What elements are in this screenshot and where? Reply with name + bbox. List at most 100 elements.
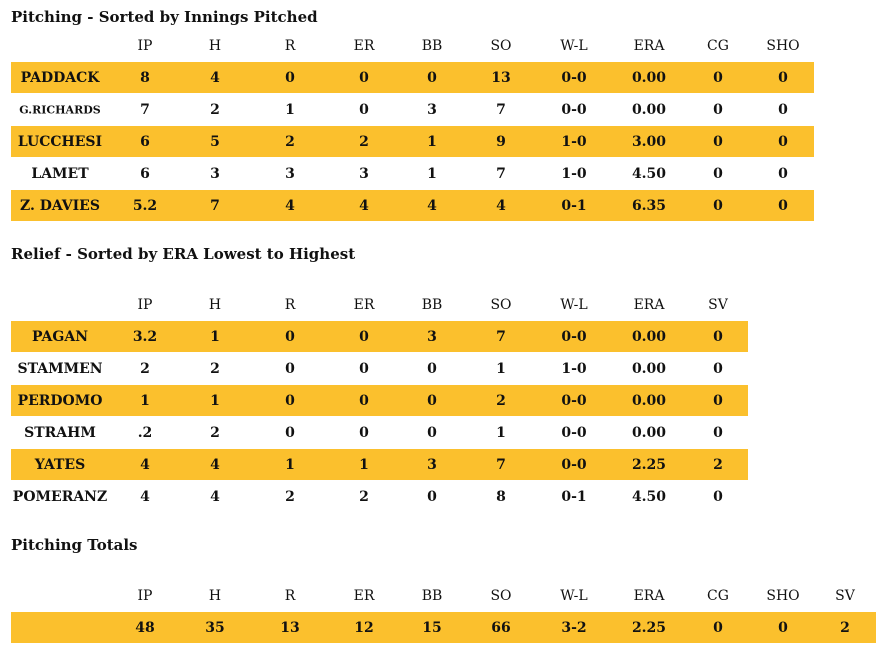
stat-so: 1: [496, 424, 506, 441]
column-header-er: ER: [353, 38, 375, 54]
stat-era: 0.00: [631, 69, 667, 86]
stat-wl: 1-0: [561, 165, 587, 182]
stat-r: 2: [285, 133, 295, 150]
starters-header-row: IP H R ER BB SO W-L ERA CG SHO: [0, 38, 887, 58]
stat-wl: 3-2: [561, 619, 587, 636]
stat-ip: 48: [135, 619, 155, 636]
stat-cg: 0: [713, 197, 723, 214]
column-header-so: SO: [490, 297, 512, 313]
column-header-bb: BB: [421, 38, 443, 54]
stat-r: 1: [285, 456, 295, 473]
stat-sv: 2: [840, 619, 850, 636]
stat-sho: 0: [778, 133, 788, 150]
stat-sho: 0: [778, 197, 788, 214]
stat-h: 7: [210, 197, 220, 214]
stat-era: 0.00: [631, 424, 667, 441]
column-header-er: ER: [353, 297, 375, 313]
stat-ip: 5.2: [132, 197, 158, 214]
stat-er: 0: [359, 328, 369, 345]
column-header-sho: SHO: [766, 588, 800, 604]
stat-era: 0.00: [631, 101, 667, 118]
stat-so: 7: [496, 456, 506, 473]
pitcher-name: PERDOMO: [17, 392, 103, 409]
pitcher-name: PADDACK: [20, 69, 100, 86]
stat-er: 1: [359, 456, 369, 473]
stat-sv: 0: [713, 360, 723, 377]
stat-era: 0.00: [631, 392, 667, 409]
stat-ip: 6: [140, 165, 150, 182]
stat-er: 0: [359, 69, 369, 86]
column-header-era: ERA: [633, 588, 665, 604]
stat-bb: 0: [427, 424, 437, 441]
stat-ip: 2: [140, 360, 150, 377]
stat-r: 1: [285, 101, 295, 118]
stat-r: 0: [285, 392, 295, 409]
stat-wl: 0-1: [561, 488, 587, 505]
column-header-r: R: [284, 297, 296, 313]
stat-ip: 4: [140, 488, 150, 505]
stat-er: 12: [354, 619, 374, 636]
stat-sv: 0: [713, 328, 723, 345]
stat-row: 48 35 13 12 15 66 3-2 2.25 0 0 2: [11, 612, 876, 643]
stat-row: STRAHM .2 2 0 0 0 1 0-0 0.00 0: [11, 417, 748, 448]
stat-r: 0: [285, 328, 295, 345]
stat-er: 2: [359, 133, 369, 150]
stat-so: 7: [496, 101, 506, 118]
stat-cg: 0: [713, 69, 723, 86]
stat-sho: 0: [778, 165, 788, 182]
stat-bb: 0: [427, 488, 437, 505]
column-header-ip: IP: [137, 588, 153, 604]
stat-r: 2: [285, 488, 295, 505]
stat-bb: 3: [427, 456, 437, 473]
stat-row: POMERANZ 4 4 2 2 0 8 0-1 4.50 0: [11, 481, 748, 512]
stat-r: 0: [285, 69, 295, 86]
stat-cg: 0: [713, 619, 723, 636]
stat-sho: 0: [778, 101, 788, 118]
pitcher-name: POMERANZ: [12, 488, 108, 505]
column-header-cg: CG: [707, 588, 729, 604]
stat-ip: 6: [140, 133, 150, 150]
column-header-wl: W-L: [560, 38, 588, 54]
stat-sho: 0: [778, 619, 788, 636]
stat-h: 35: [205, 619, 225, 636]
stat-era: 4.50: [631, 165, 667, 182]
stat-h: 4: [210, 456, 220, 473]
stat-h: 2: [210, 360, 220, 377]
stat-wl: 0-0: [561, 69, 587, 86]
pitcher-name: G.RICHARDS: [19, 103, 101, 116]
stat-so: 7: [496, 328, 506, 345]
stat-sv: 0: [713, 488, 723, 505]
pitcher-name: Z. DAVIES: [20, 197, 100, 214]
column-header-ip: IP: [137, 38, 153, 54]
stat-bb: 15: [422, 619, 442, 636]
stat-r: 0: [285, 424, 295, 441]
pitcher-name: LAMET: [31, 165, 89, 182]
stat-era: 0.00: [631, 360, 667, 377]
stat-cg: 0: [713, 101, 723, 118]
stat-h: 3: [210, 165, 220, 182]
column-header-wl: W-L: [560, 588, 588, 604]
stat-wl: 1-0: [561, 133, 587, 150]
column-header-h: H: [208, 297, 222, 313]
relief-header-row: IP H R ER BB SO W-L ERA SV: [0, 297, 887, 317]
stat-h: 5: [210, 133, 220, 150]
column-header-r: R: [284, 38, 296, 54]
column-header-sv: SV: [835, 588, 855, 604]
stat-ip: 1: [140, 392, 150, 409]
stat-h: 2: [210, 424, 220, 441]
stat-era: 2.25: [631, 619, 667, 636]
pitcher-name: STAMMEN: [17, 360, 103, 377]
stat-er: 0: [359, 360, 369, 377]
stat-h: 1: [210, 392, 220, 409]
stat-row: YATES 4 4 1 1 3 7 0-0 2.25 2: [11, 449, 748, 480]
stat-wl: 0-0: [561, 456, 587, 473]
stat-wl: 1-0: [561, 360, 587, 377]
stat-cg: 0: [713, 165, 723, 182]
column-header-bb: BB: [421, 297, 443, 313]
column-header-so: SO: [490, 588, 512, 604]
totals-section-title: Pitching Totals: [11, 536, 138, 554]
stat-row: LUCCHESI 6 5 2 2 1 9 1-0 3.00 0 0: [11, 126, 814, 157]
stat-h: 4: [210, 69, 220, 86]
stat-era: 0.00: [631, 328, 667, 345]
stat-wl: 0-0: [561, 424, 587, 441]
